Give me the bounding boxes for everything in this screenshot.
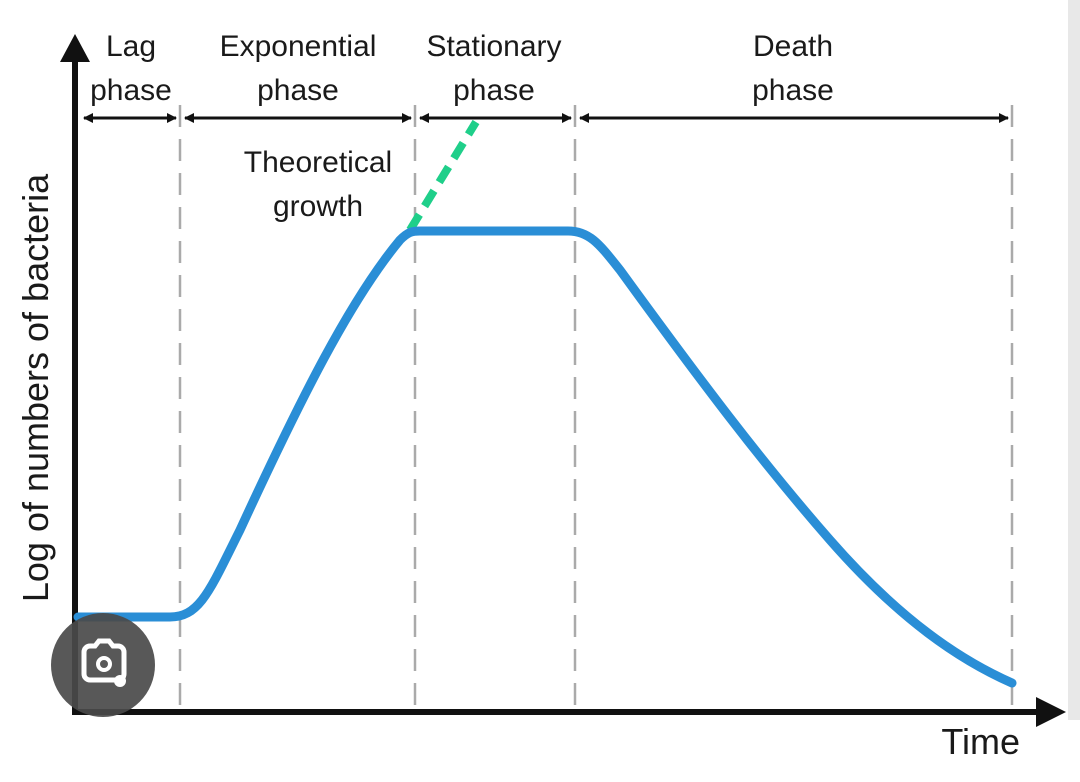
annotation: Theoretical — [244, 146, 392, 179]
phase-label: phase — [453, 74, 535, 107]
phase-label: Death — [753, 30, 833, 63]
growth-curve — [73, 226, 1017, 688]
y-axis-arrow — [60, 34, 90, 62]
phase-label: Lag — [106, 30, 156, 63]
scrollbar-strip — [1068, 0, 1080, 720]
phase-label: Stationary — [426, 30, 561, 63]
camera-dot[interactable] — [114, 675, 126, 687]
x-axis-arrow — [1036, 697, 1066, 727]
x-axis-label: Time — [941, 721, 1020, 762]
lens-button[interactable] — [51, 613, 155, 717]
phase-label: phase — [257, 74, 339, 107]
theoretical-growth-line — [406, 119, 480, 233]
phase-label: phase — [752, 74, 834, 107]
y-axis-label: Log of numbers of bacteria — [15, 173, 56, 602]
phase-label: Exponential — [220, 30, 377, 63]
lens-button-bg[interactable] — [51, 613, 155, 717]
annotation: growth — [273, 190, 363, 223]
camera-lens[interactable] — [96, 656, 112, 672]
phase-label: phase — [90, 74, 172, 107]
camera-icon[interactable] — [81, 638, 127, 683]
